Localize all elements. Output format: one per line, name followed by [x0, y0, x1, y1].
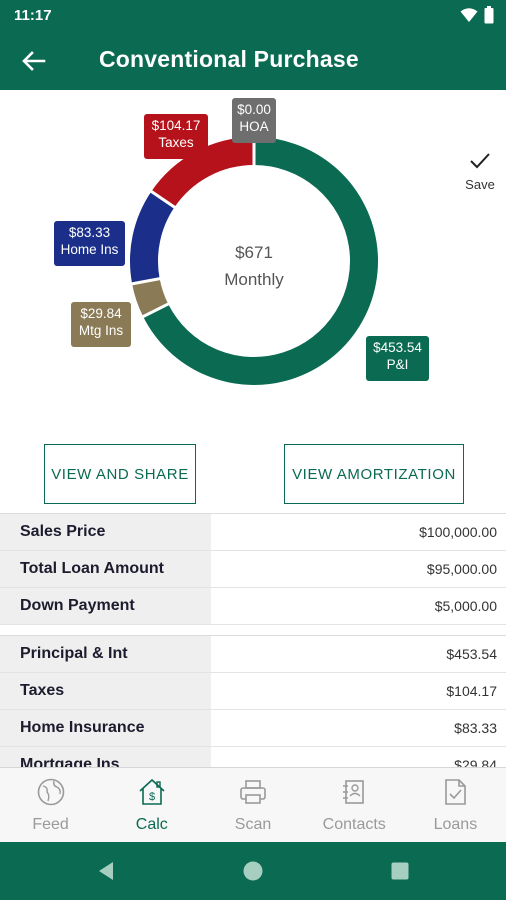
- wifi-icon: [460, 8, 478, 22]
- chart-center-amount: $671: [235, 243, 273, 262]
- row-label: Mortgage Ins: [0, 747, 211, 767]
- nav-feed[interactable]: Feed: [0, 768, 101, 842]
- tag-taxes-amount: $104.17: [151, 118, 201, 133]
- nav-label: Contacts: [322, 816, 386, 833]
- save-button[interactable]: Save: [458, 152, 502, 198]
- tag-hoa-amount: $0.00: [237, 102, 271, 117]
- system-recents-icon[interactable]: [388, 859, 412, 883]
- nav-calc[interactable]: $ Calc: [101, 768, 202, 842]
- row-value: $100,000.00: [419, 524, 497, 540]
- donut-segment-mtg-ins: [132, 278, 169, 317]
- document-check-icon: [445, 779, 467, 805]
- table-row: Home Insurance $83.33: [0, 710, 506, 747]
- tag-mtg-ins-amount: $29.84: [80, 306, 122, 321]
- table-row: Sales Price $100,000.00: [0, 514, 506, 551]
- row-value: $83.33: [454, 720, 497, 736]
- back-arrow-icon: [22, 51, 46, 71]
- payment-chart: $671 Monthly $0.00 HOA $104.17 Taxes $83…: [0, 90, 506, 430]
- donut-separator: [149, 189, 177, 209]
- view-and-share-button[interactable]: VIEW AND SHARE: [44, 444, 196, 504]
- row-value: $104.17: [446, 683, 497, 699]
- tag-hoa: $0.00 HOA: [232, 98, 276, 143]
- tag-home-ins-amount: $83.33: [68, 225, 111, 240]
- tag-pi-name: P&I: [386, 357, 409, 372]
- table-row: Mortgage Ins $29.84: [0, 747, 506, 767]
- house-dollar-icon: $: [139, 778, 165, 805]
- tag-hoa-name: HOA: [239, 119, 269, 134]
- tag-home-ins: $83.33 Home Ins: [54, 221, 125, 266]
- table-row: Total Loan Amount $95,000.00: [0, 551, 506, 588]
- row-value: $453.54: [446, 646, 497, 662]
- tag-pi-amount: $453.54: [373, 340, 422, 355]
- row-label: Sales Price: [0, 514, 211, 550]
- table-row: Down Payment $5,000.00: [0, 588, 506, 625]
- status-icons: [460, 6, 494, 24]
- tag-mtg-ins-name: Mtg Ins: [78, 323, 124, 338]
- system-nav-bar: [0, 842, 506, 900]
- printer-icon: [240, 780, 266, 804]
- loan-details-table: Sales Price $100,000.00 Total Loan Amoun…: [0, 513, 506, 767]
- tag-taxes: $104.17 Taxes: [144, 114, 208, 159]
- row-label: Down Payment: [0, 588, 211, 624]
- row-label: Home Insurance: [0, 710, 211, 746]
- donut-chart: [130, 136, 378, 385]
- tag-mtg-ins: $29.84 Mtg Ins: [71, 302, 131, 347]
- globe-icon: [37, 778, 64, 806]
- table-row: Principal & Int $453.54: [0, 636, 506, 673]
- app-bar: Conventional Purchase: [0, 32, 506, 90]
- system-home-icon[interactable]: [241, 859, 265, 883]
- battery-icon: [484, 6, 494, 24]
- nav-contacts[interactable]: Contacts: [304, 768, 405, 842]
- nav-label: Calc: [135, 816, 168, 833]
- donut-segment-taxes: [151, 137, 255, 208]
- page-title: Conventional Purchase: [99, 46, 359, 72]
- row-value: $5,000.00: [434, 598, 497, 614]
- tag-home-ins-name: Home Ins: [60, 242, 119, 257]
- checkmark-icon: [470, 153, 490, 169]
- system-back-icon[interactable]: [94, 859, 118, 883]
- status-bar: 11:17: [0, 0, 506, 32]
- save-label: Save: [465, 177, 495, 192]
- bottom-navigation: Feed $ Calc Scan Contacts Loans: [0, 767, 506, 842]
- row-label: Total Loan Amount: [0, 551, 211, 587]
- back-button[interactable]: [18, 46, 50, 76]
- nav-label: Loans: [433, 816, 478, 833]
- tag-pi: $453.54 P&I: [366, 336, 429, 381]
- row-value: $95,000.00: [426, 561, 497, 577]
- nav-label: Scan: [234, 816, 272, 833]
- table-row: Taxes $104.17: [0, 673, 506, 710]
- row-value: $29.84: [454, 757, 497, 767]
- donut-segment-p-i: [143, 137, 378, 385]
- view-amortization-button[interactable]: VIEW AMORTIZATION: [284, 444, 464, 504]
- nav-scan[interactable]: Scan: [202, 768, 303, 842]
- tag-taxes-name: Taxes: [158, 135, 194, 150]
- loan-summary-group: Sales Price $100,000.00 Total Loan Amoun…: [0, 513, 506, 625]
- chart-center-label: Monthly: [224, 270, 284, 289]
- donut-separator: [130, 277, 161, 286]
- svg-text:$: $: [149, 791, 155, 803]
- contacts-icon: [343, 780, 365, 804]
- status-time: 11:17: [14, 7, 52, 24]
- donut-segment-home-ins: [130, 191, 175, 284]
- row-label: Taxes: [0, 673, 211, 709]
- donut-separator: [141, 302, 170, 319]
- nav-loans[interactable]: Loans: [405, 768, 506, 842]
- nav-label: Feed: [32, 816, 69, 833]
- row-label: Principal & Int: [0, 636, 211, 672]
- payment-breakdown-group: Principal & Int $453.54 Taxes $104.17 Ho…: [0, 635, 506, 767]
